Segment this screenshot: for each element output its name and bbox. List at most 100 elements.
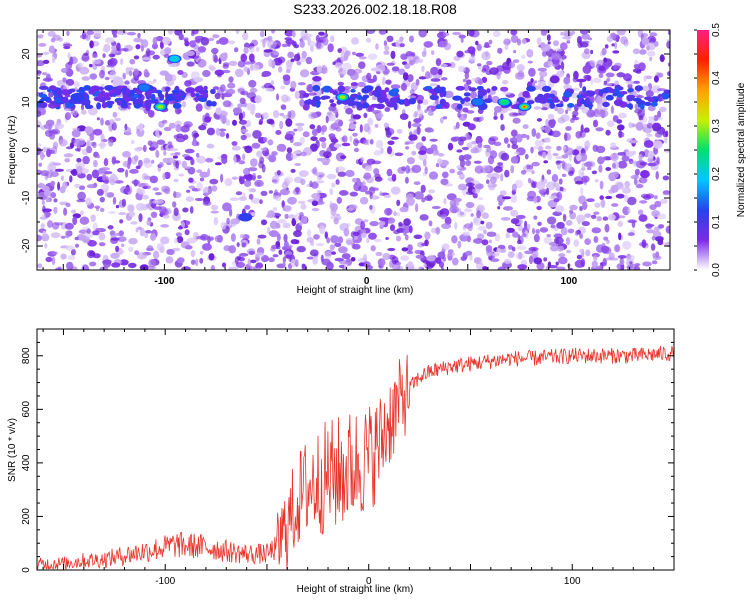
noise-blob (162, 36, 171, 45)
colorbar-tick-label: 0.2 (711, 167, 722, 181)
noise-blob (77, 62, 83, 69)
noise-blob (617, 160, 628, 169)
x-tick-label: 0 (364, 276, 370, 287)
noise-blob (334, 119, 344, 127)
noise-blob (375, 43, 379, 50)
noise-blob (457, 240, 462, 249)
noise-blob (152, 43, 158, 50)
noise-blob (215, 107, 222, 115)
noise-blob (352, 132, 358, 137)
colorbar-tick-label: 0.1 (711, 215, 722, 229)
noise-blob (466, 135, 472, 140)
noise-blob (92, 59, 102, 65)
spectrogram-heatmap (37, 30, 670, 270)
noise-blob (326, 237, 331, 244)
chart-title: S233.2026.002.18.18.R08 (293, 1, 457, 17)
noise-blob (654, 40, 659, 47)
noise-blob (109, 57, 118, 66)
noise-blob (222, 100, 232, 108)
noise-blob (255, 46, 260, 52)
noise-blob (60, 235, 66, 239)
band-blob (456, 103, 463, 110)
noise-blob (144, 233, 149, 238)
noise-blob (199, 257, 204, 264)
band-blob (312, 96, 321, 101)
noise-blob (380, 147, 384, 154)
noise-blob (504, 169, 510, 178)
noise-blob (459, 173, 465, 178)
noise-blob (315, 243, 325, 247)
noise-blob (622, 186, 632, 194)
noise-blob (181, 266, 191, 270)
noise-blob (115, 232, 122, 236)
noise-blob (293, 150, 302, 154)
noise-blob (601, 245, 610, 254)
noise-blob (243, 173, 254, 180)
noise-blob (104, 188, 108, 197)
noise-blob (231, 141, 238, 146)
noise-blob (322, 37, 329, 46)
noise-blob (547, 113, 555, 120)
noise-blob (134, 250, 140, 256)
noise-blob (176, 235, 184, 244)
noise-blob (225, 133, 230, 139)
noise-blob (605, 195, 613, 200)
noise-blob (50, 164, 57, 172)
noise-blob (158, 161, 164, 168)
band-blob (185, 87, 196, 94)
noise-blob (546, 216, 557, 225)
noise-blob (516, 245, 527, 250)
noise-blob (92, 253, 101, 259)
noise-blob (481, 76, 488, 83)
noise-blob (593, 255, 598, 262)
noise-blob (394, 152, 404, 157)
noise-blob (465, 250, 473, 256)
noise-blob (421, 99, 429, 105)
noise-blob (420, 184, 426, 193)
noise-blob (365, 30, 376, 34)
noise-blob (390, 50, 396, 60)
noise-blob (87, 107, 98, 116)
noise-blob (500, 152, 510, 161)
noise-blob (406, 157, 415, 165)
noise-blob (627, 206, 631, 214)
band-blob (190, 92, 196, 98)
band-blob (330, 103, 337, 107)
noise-blob (352, 51, 356, 56)
noise-blob (261, 255, 269, 263)
noise-blob (208, 236, 214, 241)
noise-blob (184, 156, 193, 161)
noise-blob (626, 263, 637, 270)
noise-blob (645, 223, 655, 228)
noise-blob (421, 136, 427, 142)
noise-blob (143, 157, 151, 164)
noise-blob (37, 110, 42, 118)
colorbar-ticks: 0.00.10.20.30.40.5 (694, 23, 722, 277)
noise-blob (651, 260, 658, 265)
noise-blob (247, 167, 258, 172)
noise-blob (539, 76, 544, 82)
noise-blob (89, 73, 98, 80)
noise-blob (111, 122, 117, 131)
noise-blob (600, 199, 606, 208)
noise-blob (278, 66, 283, 73)
noise-blob (463, 82, 470, 92)
noise-blob (110, 252, 120, 259)
noise-blob (173, 178, 179, 183)
noise-blob (428, 189, 435, 194)
noise-blob (590, 78, 594, 86)
noise-blob (484, 51, 489, 57)
noise-blob (112, 111, 118, 118)
noise-blob (603, 80, 608, 86)
noise-blob (257, 175, 262, 179)
noise-blob (618, 232, 622, 241)
noise-blob (437, 251, 446, 260)
noise-blob (500, 173, 504, 182)
noise-blob (89, 63, 93, 68)
noise-blob (453, 136, 461, 141)
noise-blob (482, 64, 490, 72)
noise-blob (329, 35, 335, 43)
noise-blob (612, 65, 621, 70)
noise-blob (189, 206, 194, 214)
